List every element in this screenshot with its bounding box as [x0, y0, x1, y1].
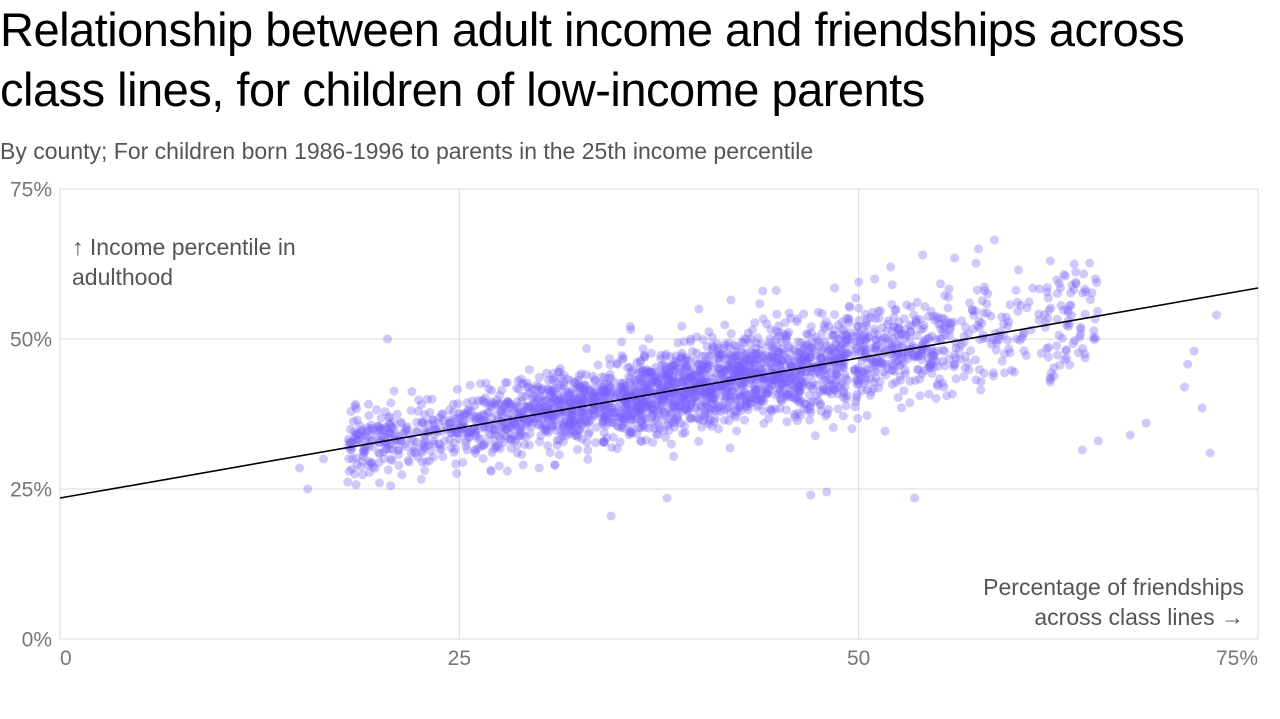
- x-tick-label: 25: [448, 647, 471, 670]
- x-tick-label: 75%: [1216, 647, 1258, 670]
- scatter-points: [295, 236, 1221, 521]
- y-tick-label: 0%: [22, 629, 52, 652]
- x-axis-annotation: Percentage of friendships: [983, 574, 1244, 600]
- x-tick-label: 0: [60, 647, 72, 670]
- y-axis-annotation: ↑ Income percentile in: [72, 234, 296, 260]
- x-tick-label: 50: [847, 647, 870, 670]
- x-axis-annotation-line2: across class lines →: [1034, 604, 1244, 630]
- trendline: [60, 288, 1258, 498]
- y-tick-label: 25%: [10, 479, 52, 502]
- chart-subtitle: By county; For children born 1986-1996 t…: [0, 138, 1280, 165]
- chart-title: Relationship between adult income and fr…: [0, 0, 1280, 120]
- chart-svg: 0% 25% 50% 75% 0 25 50 75% ↑ Income percentile i…: [0, 179, 1280, 699]
- y-axis-annotation-line2: adulthood: [72, 264, 173, 290]
- y-tick-label: 75%: [10, 179, 52, 202]
- scatter-chart: 0% 25% 50% 75% 0 25 50 75% ↑ Income percentile i…: [0, 179, 1280, 699]
- y-tick-label: 50%: [10, 329, 52, 352]
